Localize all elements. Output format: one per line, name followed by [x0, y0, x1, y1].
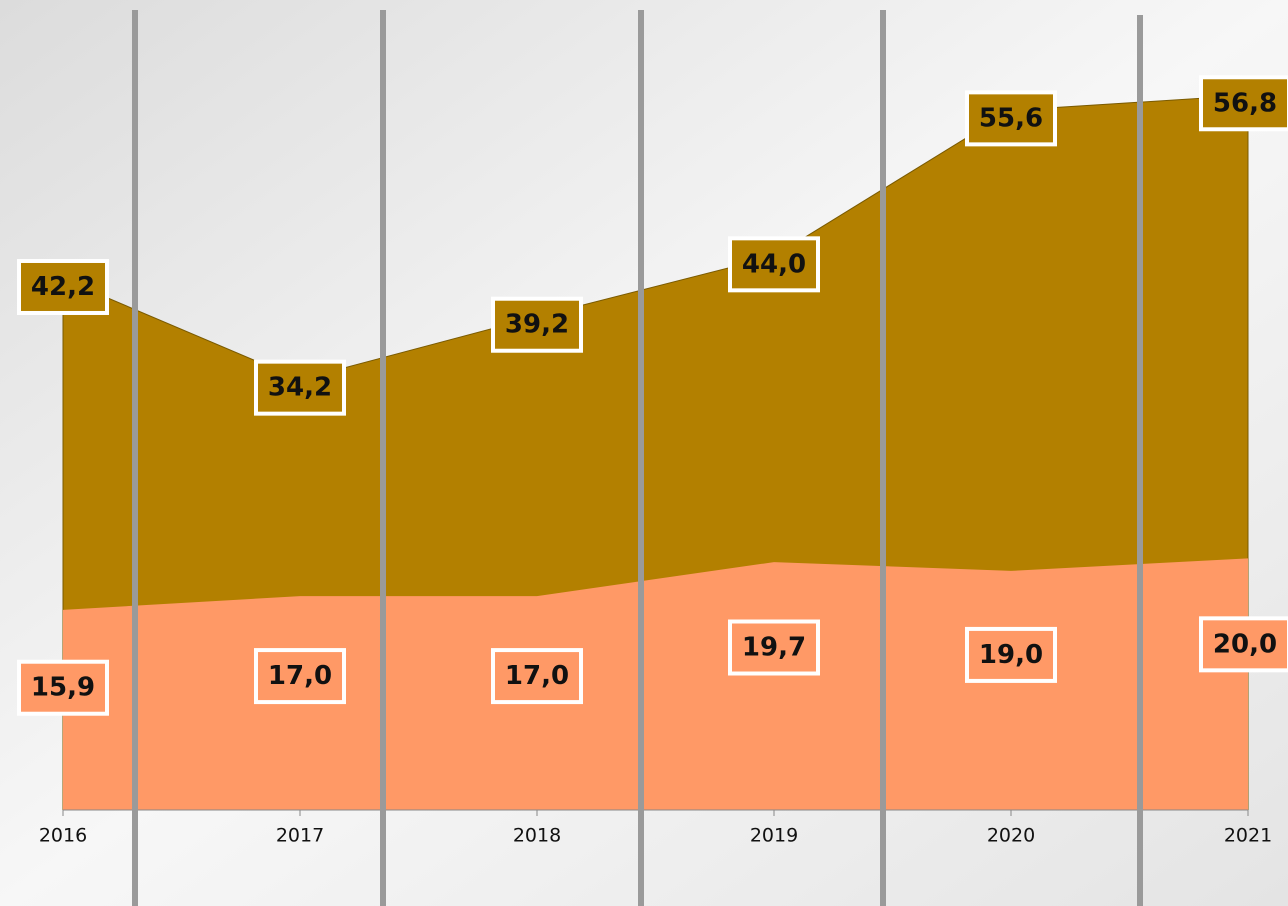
data-label-box [254, 359, 346, 416]
data-label-box [491, 648, 583, 705]
data-label: 15,9 [31, 673, 95, 703]
data-label-box [1199, 75, 1288, 132]
labels: 2016 2017 2018 2019 2020 2021 42,2 34,2 39,2 44,0… [17, 75, 1288, 847]
data-label-box [965, 626, 1057, 683]
x-tick-label: 2017 [276, 825, 324, 847]
data-label-box [17, 258, 109, 315]
data-label-box [491, 296, 583, 353]
decor-bars [132, 10, 1143, 906]
data-label-box [965, 90, 1057, 147]
data-label-box [728, 619, 820, 676]
data-label: 19,7 [742, 633, 806, 663]
plot [62, 94, 1249, 816]
data-label: 55,6 [979, 103, 1043, 133]
x-tick-label: 2016 [39, 825, 87, 847]
data-label: 39,2 [505, 310, 569, 340]
data-label: 34,2 [268, 373, 332, 403]
data-label-box [254, 648, 346, 705]
decor-bar [132, 10, 138, 906]
data-label: 17,0 [268, 661, 332, 691]
decor-bar [380, 10, 386, 906]
data-label: 17,0 [505, 661, 569, 691]
data-label-box [728, 236, 820, 293]
data-label-box [1199, 616, 1288, 673]
area [63, 558, 1248, 810]
data-label: 44,0 [742, 249, 806, 279]
data-label: 19,0 [979, 640, 1043, 670]
data-label: 42,2 [31, 272, 95, 302]
x-tick-label: 2019 [750, 825, 798, 847]
decor-bar [880, 10, 886, 906]
data-label: 56,8 [1213, 88, 1277, 118]
x-tick-label: 2018 [513, 825, 561, 847]
x-tick-label: 2021 [1224, 825, 1272, 847]
decor-bar [1137, 15, 1143, 906]
data-label-box [17, 659, 109, 716]
data-label: 20,0 [1213, 629, 1277, 659]
decor-bar [638, 10, 644, 906]
x-tick-label: 2020 [987, 825, 1035, 847]
